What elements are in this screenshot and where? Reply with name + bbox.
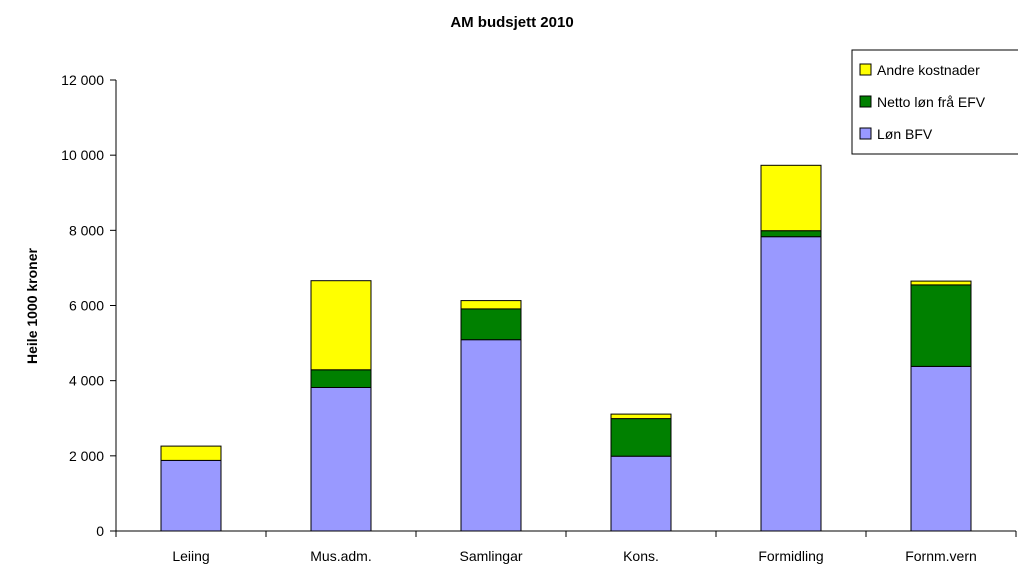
x-tick-label: Leiing [172, 548, 209, 564]
legend: Andre kostnader Netto løn frå EFV Løn BFV [851, 49, 1018, 155]
bar-segment [160, 459, 222, 532]
bar-segment [610, 418, 672, 457]
bar-segment [760, 230, 822, 238]
chart-title: AM budsjett 2010 [450, 14, 573, 31]
legend-label: Netto løn frå EFV [877, 94, 986, 110]
bar-segment [610, 455, 672, 532]
y-axis-label: Heile 1000 kroner [24, 247, 40, 364]
legend-label: Andre kostnader [877, 62, 980, 78]
x-tick-label: Formidling [758, 548, 823, 564]
bar-segment [460, 300, 522, 310]
axes: 0 2 000 4 000 6 000 8 000 10 000 12 000 Leiing M… [61, 72, 1017, 564]
x-tick-label: Mus.adm. [310, 548, 371, 564]
bar-segment [160, 445, 222, 461]
y-tick-label: 10 000 [61, 147, 104, 163]
bar-segment [760, 236, 822, 532]
y-tick-label: 2 000 [69, 448, 104, 464]
bar-segment [910, 284, 972, 367]
x-tick-label: Samlingar [459, 548, 522, 564]
bars [160, 164, 972, 532]
bar-segment [760, 164, 822, 232]
y-tick-label: 0 [96, 523, 104, 539]
legend-box [851, 49, 1018, 155]
legend-swatch [859, 63, 872, 76]
bar-segment [310, 280, 372, 371]
bar-segment [610, 413, 672, 420]
bar-segment [910, 280, 972, 286]
bar-segment [460, 308, 522, 341]
bar-segment [460, 339, 522, 532]
legend-swatch [859, 95, 872, 108]
y-tick-label: 4 000 [69, 373, 104, 389]
bar-segment [310, 386, 372, 532]
x-tick-label: Fornm.vern [905, 548, 977, 564]
legend-swatch [859, 127, 872, 140]
y-tick-label: 12 000 [61, 72, 104, 88]
y-tick-label: 8 000 [69, 222, 104, 238]
bar-segment [910, 365, 972, 532]
y-tick-label: 6 000 [69, 298, 104, 314]
bar-segment [310, 369, 372, 388]
x-tick-label: Kons. [623, 548, 659, 564]
legend-label: Løn BFV [877, 126, 933, 142]
